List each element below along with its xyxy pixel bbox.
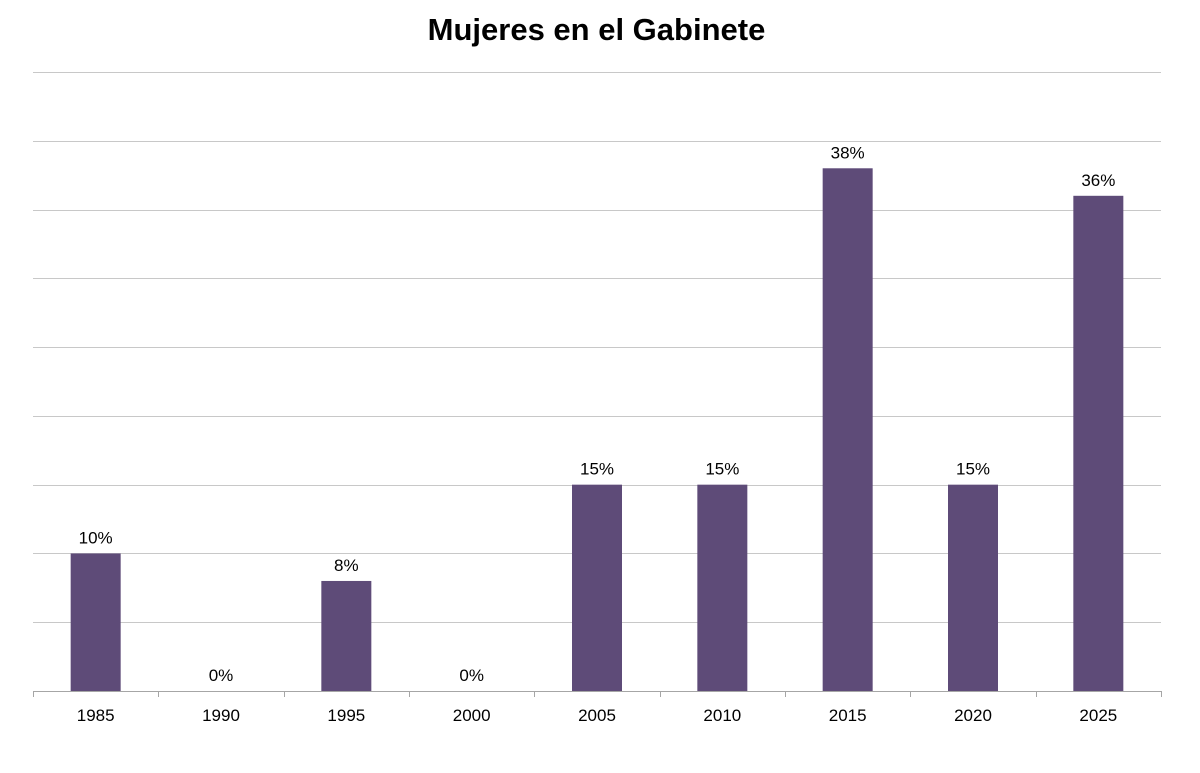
x-tick-label-2005: 2005 <box>578 706 616 725</box>
x-tick-label-1995: 1995 <box>327 706 365 725</box>
data-label-1985: 10% <box>79 528 113 547</box>
x-tick-label-2010: 2010 <box>703 706 741 725</box>
data-label-2005: 15% <box>580 460 614 479</box>
bar-2025 <box>1073 195 1124 692</box>
bar-2015 <box>822 168 873 692</box>
x-tick-label-1985: 1985 <box>77 706 115 725</box>
data-label-2025: 36% <box>1081 171 1115 190</box>
data-labels: 10% 0% 8% 0% 15% 15% 38% 15% 36% <box>79 143 1116 685</box>
data-label-1990: 0% <box>209 666 234 685</box>
x-tick-label-2015: 2015 <box>829 706 867 725</box>
bar-1995 <box>321 580 372 691</box>
data-label-2000: 0% <box>459 666 484 685</box>
bar-2005 <box>572 484 622 691</box>
x-tick-label-2025: 2025 <box>1079 706 1117 725</box>
data-label-2020: 15% <box>956 460 990 479</box>
data-label-1995: 8% <box>334 556 359 575</box>
data-label-2015: 38% <box>831 143 865 162</box>
chart-title: Mujeres en el Gabinete <box>427 12 766 47</box>
bar-2010 <box>697 484 748 691</box>
x-tick-label-2000: 2000 <box>453 706 491 725</box>
bar-1985 <box>70 553 121 691</box>
x-tick-label-2020: 2020 <box>954 706 992 725</box>
x-tick-label-1990: 1990 <box>202 706 240 725</box>
x-axis: 1985 1990 1995 2000 2005 2010 2015 2020 2025 <box>33 691 1162 725</box>
bars <box>70 168 1124 692</box>
data-label-2010: 15% <box>705 460 739 479</box>
bar-2020 <box>948 484 998 691</box>
